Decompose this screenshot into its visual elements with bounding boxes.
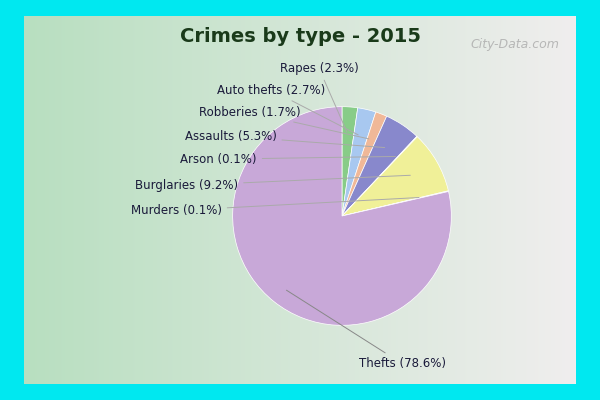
Wedge shape [342,137,448,216]
Wedge shape [233,107,451,325]
Text: Robberies (1.7%): Robberies (1.7%) [199,106,369,139]
Wedge shape [342,191,449,216]
Wedge shape [342,108,376,216]
Text: Crimes by type - 2015: Crimes by type - 2015 [179,26,421,46]
Wedge shape [342,112,386,216]
Text: Thefts (78.6%): Thefts (78.6%) [286,290,446,370]
Text: Assaults (5.3%): Assaults (5.3%) [185,130,385,148]
Wedge shape [342,116,417,216]
Text: Murders (0.1%): Murders (0.1%) [131,198,419,217]
Text: Rapes (2.3%): Rapes (2.3%) [280,62,358,132]
Text: Arson (0.1%): Arson (0.1%) [180,153,395,166]
Wedge shape [342,107,358,216]
Text: Auto thefts (2.7%): Auto thefts (2.7%) [217,84,358,135]
Text: City-Data.com: City-Data.com [470,38,559,51]
Wedge shape [342,136,418,216]
Text: Burglaries (9.2%): Burglaries (9.2%) [135,175,410,192]
